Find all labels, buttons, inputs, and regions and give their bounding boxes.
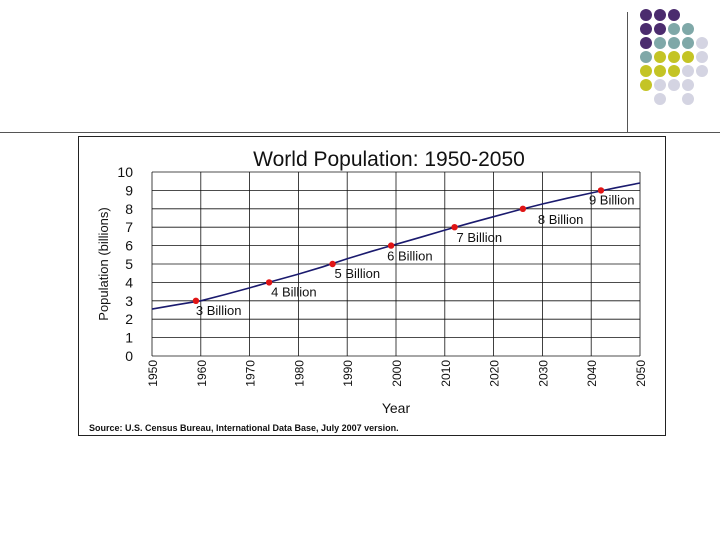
y-tick-label: 1 xyxy=(125,330,133,346)
decor-dot xyxy=(696,65,708,77)
y-tick-label: 7 xyxy=(125,219,133,235)
decor-dot xyxy=(640,65,652,77)
milestone-point xyxy=(329,260,336,268)
decor-dot xyxy=(640,23,652,35)
decorative-dot-grid xyxy=(640,9,708,119)
y-tick-label: 5 xyxy=(125,256,133,272)
series-line xyxy=(151,182,641,310)
decor-dot xyxy=(696,37,708,49)
decor-dot xyxy=(640,51,652,63)
decor-dot xyxy=(640,79,652,91)
milestone-label: 7 Billion xyxy=(457,230,503,245)
decor-dot xyxy=(668,65,680,77)
y-tick-label: 4 xyxy=(125,274,133,290)
decor-dot xyxy=(654,23,666,35)
milestone-label: 6 Billion xyxy=(387,249,433,264)
y-tick-label: 8 xyxy=(125,201,133,217)
chart-source: Source: U.S. Census Bureau, Internationa… xyxy=(89,423,399,433)
y-tick-label: 10 xyxy=(117,164,133,180)
decor-dot xyxy=(682,65,694,77)
x-tick-label: 1990 xyxy=(341,360,355,387)
y-tick-label: 6 xyxy=(125,238,133,254)
decor-dot xyxy=(682,51,694,63)
decor-dot xyxy=(682,37,694,49)
y-tick-label: 2 xyxy=(125,311,133,327)
decor-dot xyxy=(654,65,666,77)
y-tick-label: 3 xyxy=(125,293,133,309)
x-tick-label: 2050 xyxy=(634,360,648,387)
x-tick-label: 1960 xyxy=(195,360,209,387)
milestone-point xyxy=(597,187,605,194)
decor-dot xyxy=(654,79,666,91)
decor-dot xyxy=(682,93,694,105)
milestone-point xyxy=(265,279,273,286)
decor-dot xyxy=(654,51,666,63)
x-tick-label: 1970 xyxy=(244,360,258,387)
decor-dot xyxy=(682,79,694,91)
decor-dot xyxy=(696,51,708,63)
decor-dot xyxy=(682,23,694,35)
decor-dot xyxy=(654,37,666,49)
milestone-label: 8 Billion xyxy=(538,212,584,227)
x-tick-label: 2010 xyxy=(439,360,453,387)
x-tick-label: 2000 xyxy=(390,360,404,387)
slide-horizontal-rule xyxy=(0,132,720,133)
x-axis-label: Year xyxy=(382,400,411,416)
decor-dot xyxy=(640,37,652,49)
decor-dot xyxy=(640,9,652,21)
decor-dot xyxy=(668,9,680,21)
milestone-point xyxy=(451,224,458,231)
x-tick-label: 1980 xyxy=(292,360,306,387)
decor-dot xyxy=(668,37,680,49)
milestone-label: 5 Billion xyxy=(335,266,381,281)
milestone-label: 3 Billion xyxy=(196,303,242,318)
slide-vertical-rule xyxy=(627,12,628,132)
y-tick-label: 0 xyxy=(125,348,133,364)
decor-dot xyxy=(668,23,680,35)
milestone-point xyxy=(192,297,200,304)
milestone-point xyxy=(387,242,395,249)
y-tick-label: 9 xyxy=(125,182,133,198)
decor-dot xyxy=(654,93,666,105)
x-tick-label: 2030 xyxy=(536,360,550,387)
x-tick-label: 2040 xyxy=(585,360,599,387)
x-tick-label: 1950 xyxy=(146,360,160,387)
decor-dot xyxy=(668,51,680,63)
population-chart: World Population: 1950-2050 0 1 2 3 4 5 6 7 8 9 10 1… xyxy=(96,148,648,416)
milestone-label: 9 Billion xyxy=(589,192,635,207)
y-axis-label: Population (billions) xyxy=(96,207,111,320)
decor-dot xyxy=(668,79,680,91)
x-tick-label: 2020 xyxy=(488,360,502,387)
decor-dot xyxy=(654,9,666,21)
chart-title: World Population: 1950-2050 xyxy=(253,148,525,171)
milestone-label: 4 Billion xyxy=(271,284,317,299)
milestone-point xyxy=(519,205,527,212)
chart-figure: World Population: 1950-2050 0 1 2 3 4 5 6 7 8 9 10 1… xyxy=(78,136,666,436)
